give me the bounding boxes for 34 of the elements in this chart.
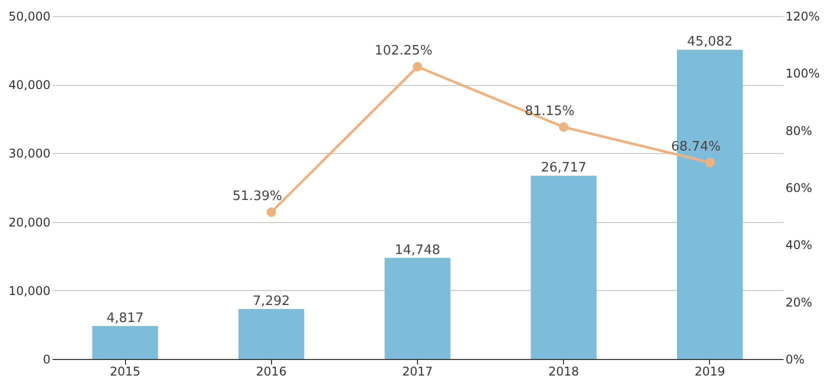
data-label: 45,082	[687, 34, 733, 50]
data-label: 26,717	[540, 160, 586, 176]
y2-tick-label: 20%	[786, 295, 812, 310]
point	[705, 158, 715, 168]
data-label: 102.25%	[374, 44, 432, 59]
bar	[238, 308, 304, 359]
point	[266, 207, 276, 217]
x-tick-label: 2019	[694, 364, 726, 378]
point	[412, 62, 422, 72]
y-tick-label: 40,000	[8, 78, 50, 92]
y2-tick-label: 60%	[786, 181, 812, 195]
x-tick-label: 2016	[256, 364, 287, 378]
data-label: 4,817	[106, 310, 144, 326]
y2-tick-label: 40%	[786, 238, 812, 252]
y-tick-label: 10,000	[8, 284, 50, 298]
data-label: 7,292	[252, 294, 290, 309]
y2-tick-label: 100%	[786, 66, 820, 81]
point	[558, 122, 568, 132]
bar	[92, 326, 158, 359]
y2-tick-label: 80%	[786, 124, 812, 138]
y2-tick-label: 120%	[786, 10, 820, 24]
bar	[384, 258, 450, 359]
y-tick-label: 0	[42, 352, 50, 366]
x-tick-label: 2015	[110, 364, 140, 378]
y-tick-label: 30,000	[8, 146, 50, 161]
data-label: 81.15%	[524, 104, 574, 120]
data-label: 51.39%	[232, 189, 282, 204]
y2-tick-label: 0%	[786, 352, 805, 366]
x-tick-label: 2018	[548, 364, 579, 378]
y-tick-label: 20,000	[8, 215, 50, 230]
y-tick-label: 50,000	[8, 10, 50, 24]
x-tick-label: 2017	[402, 364, 433, 378]
data-label: 14,748	[394, 242, 440, 258]
bar	[530, 176, 597, 359]
